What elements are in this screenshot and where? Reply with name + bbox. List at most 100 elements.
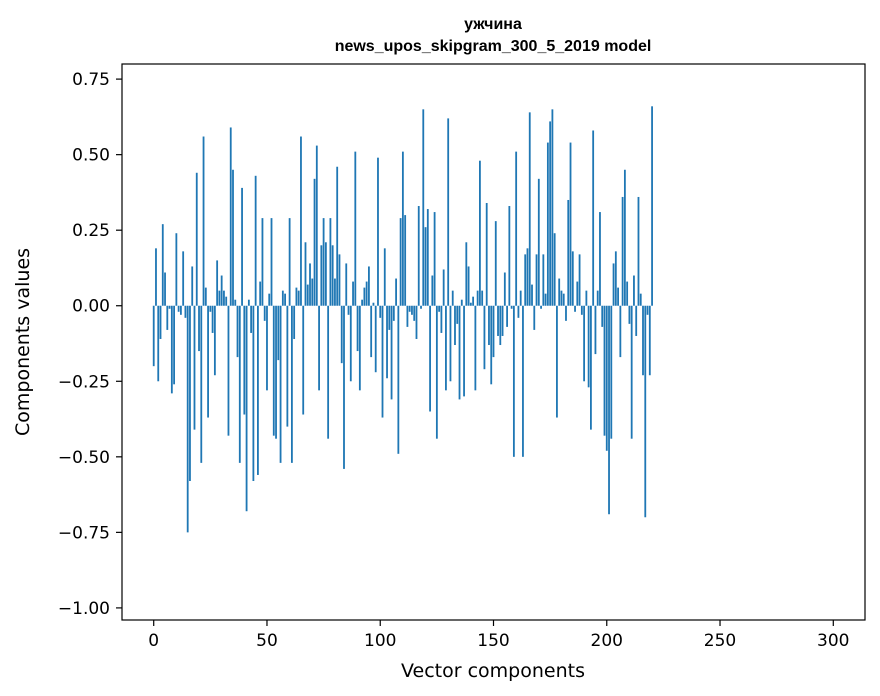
- bar-51: [268, 293, 271, 306]
- bar-99: [377, 157, 379, 306]
- bar-66: [302, 305, 305, 415]
- bar-13: [182, 251, 185, 306]
- bar-43: [250, 305, 253, 333]
- bar-37: [236, 305, 239, 358]
- bar-199: [603, 305, 606, 436]
- bar-73: [318, 305, 320, 391]
- bar-49: [263, 305, 266, 321]
- bar-110: [401, 151, 404, 306]
- bar-96: [370, 305, 373, 358]
- bar-11: [177, 305, 180, 312]
- bar-144: [479, 160, 481, 306]
- bar-57: [281, 290, 284, 306]
- bar-64: [297, 290, 300, 306]
- bar-79: [331, 245, 334, 306]
- bar-44: [252, 305, 255, 481]
- bar-165: [526, 248, 529, 306]
- bar-40: [243, 305, 246, 415]
- bar-30: [220, 275, 223, 306]
- bar-207: [621, 196, 624, 306]
- bar-160: [515, 151, 518, 306]
- bar-114: [411, 305, 413, 315]
- bar-205: [617, 287, 619, 306]
- bar-22: [202, 136, 205, 306]
- bar-113: [408, 305, 411, 312]
- bar-200: [605, 305, 608, 451]
- bar-162: [519, 290, 522, 306]
- bar-196: [596, 290, 599, 306]
- bar-216: [642, 305, 644, 376]
- bar-140: [469, 302, 472, 306]
- bar-81: [336, 166, 339, 306]
- bar-72: [315, 145, 318, 306]
- bar-215: [639, 293, 642, 306]
- bar-204: [614, 251, 617, 306]
- y-tick-label: 0.00: [72, 297, 110, 317]
- bar-45: [254, 175, 257, 306]
- bar-85: [345, 263, 348, 306]
- bar-220: [651, 106, 653, 306]
- bar-7: [168, 305, 171, 309]
- bar-88: [352, 281, 354, 306]
- bar-151: [494, 221, 497, 306]
- bar-172: [542, 254, 545, 306]
- bar-0: [152, 305, 155, 367]
- bar-80: [334, 278, 336, 306]
- bar-179: [558, 278, 561, 306]
- bar-150: [492, 305, 495, 358]
- bar-173: [544, 293, 547, 306]
- y-tick-label: 0.50: [72, 146, 110, 166]
- bar-210: [628, 305, 631, 324]
- bar-93: [363, 287, 366, 306]
- bar-195: [594, 305, 597, 355]
- bar-206: [619, 305, 622, 358]
- x-tick-label: 0: [148, 631, 159, 651]
- y-axis: 0.75 0.50 0.25 0.00 −0.25 −0.50 −0.75 −1.00: [58, 70, 122, 619]
- bar-39: [241, 187, 243, 306]
- bar-20: [198, 305, 200, 352]
- bar-176: [551, 109, 554, 306]
- bar-9: [173, 305, 175, 385]
- bar-153: [499, 305, 502, 346]
- bar-119: [422, 109, 425, 306]
- bar-122: [429, 305, 431, 412]
- bar-33: [227, 305, 230, 436]
- bar-92: [361, 299, 364, 306]
- bar-213: [635, 305, 638, 336]
- x-tick-label: 150: [477, 631, 509, 651]
- bar-4: [161, 224, 164, 306]
- bar-27: [213, 305, 216, 376]
- bar-125: [435, 305, 438, 439]
- bar-135: [458, 305, 461, 400]
- bar-105: [390, 305, 393, 400]
- bar-167: [531, 284, 533, 306]
- bar-202: [610, 305, 613, 439]
- bar-139: [467, 266, 470, 306]
- bar-41: [245, 305, 248, 512]
- bar-124: [433, 212, 436, 306]
- bar-54: [275, 305, 277, 439]
- bar-174: [546, 142, 549, 306]
- bar-94: [365, 281, 368, 306]
- bar-26: [211, 305, 214, 333]
- bar-76: [324, 242, 327, 306]
- bar-25: [209, 305, 212, 312]
- bar-95: [368, 266, 370, 306]
- bar-15: [186, 305, 189, 533]
- bar-190: [583, 305, 586, 382]
- bar-17: [191, 266, 194, 306]
- y-tick-label: 0.25: [72, 221, 110, 241]
- bar-47: [259, 281, 262, 306]
- bar-164: [524, 254, 527, 306]
- bar-116: [415, 305, 418, 339]
- bar-128: [442, 269, 445, 306]
- bar-168: [533, 305, 536, 330]
- bar-197: [599, 212, 601, 306]
- bar-48: [261, 218, 264, 306]
- bar-163: [522, 305, 524, 457]
- bar-78: [329, 218, 332, 306]
- bar-32: [225, 296, 228, 306]
- bar-82: [338, 254, 341, 306]
- bar-29: [218, 290, 221, 306]
